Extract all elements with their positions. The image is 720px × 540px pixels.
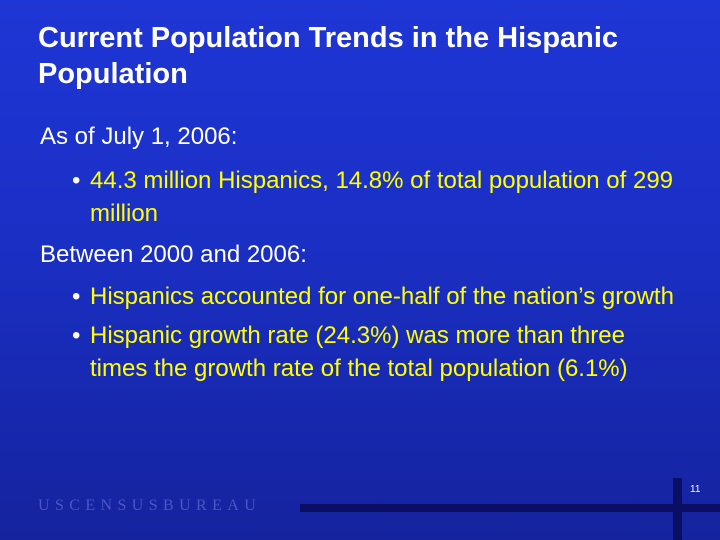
bullet-text: 44.3 million Hispanics, 14.8% of total p…: [90, 167, 674, 227]
bullet-icon: •: [72, 283, 81, 310]
bullet-text: Hispanic growth rate (24.3%) was more th…: [90, 322, 628, 382]
bullet-item: • 44.3 million Hispanics, 14.8% of total…: [40, 164, 680, 230]
slide-content: As of July 1, 2006: • 44.3 million Hispa…: [40, 122, 680, 385]
bullet-icon: •: [72, 322, 81, 349]
section-heading-july-2006: As of July 1, 2006:: [40, 123, 238, 150]
bullet-item: • Hispanic growth rate (24.3%) was more …: [40, 319, 680, 385]
census-bureau-logo-text: USCENSUSBUREAU: [38, 497, 262, 514]
page-number: 11: [690, 484, 701, 495]
bullet-item: • Hispanics accounted for one-half of th…: [40, 280, 680, 313]
bullet-icon: •: [72, 167, 81, 194]
footer-rule: [300, 504, 720, 512]
section-heading-2000-2006: Between 2000 and 2006:: [40, 241, 307, 268]
bullet-text: Hispanics accounted for one-half of the …: [90, 283, 674, 310]
corner-rule: [673, 478, 682, 540]
slide-title: Current Population Trends in the Hispani…: [38, 22, 619, 90]
